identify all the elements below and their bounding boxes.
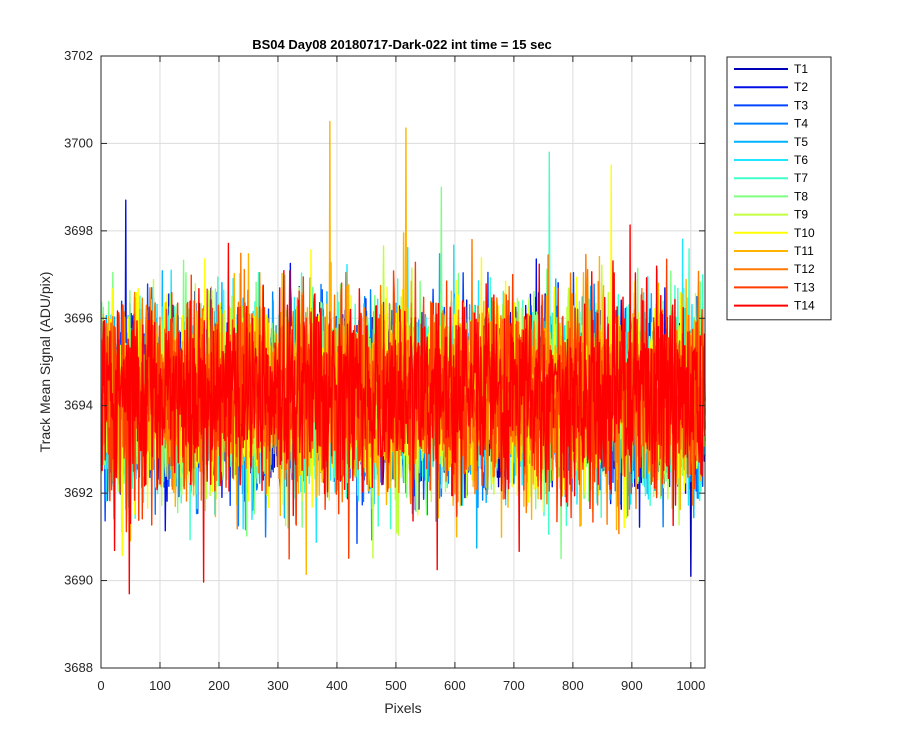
x-tick-label: 600: [444, 678, 466, 693]
legend-label-t10: T10: [794, 226, 815, 240]
legend-label-t3: T3: [794, 98, 808, 112]
y-tick-label: 3700: [64, 135, 93, 150]
x-tick-label: 500: [385, 678, 407, 693]
legend-label-t14: T14: [794, 299, 815, 313]
x-tick-label: 300: [267, 678, 289, 693]
y-tick-label: 3696: [64, 310, 93, 325]
y-tick-label: 3698: [64, 223, 93, 238]
x-tick-label: 1000: [676, 678, 705, 693]
legend-label-t9: T9: [794, 208, 808, 222]
legend-label-t6: T6: [794, 153, 808, 167]
legend: T1 T2 T3 T4 T5 T6 T7 T8 T9 T10 T11 T12 T13 T14: [726, 56, 832, 321]
x-axis-label: Pixels: [384, 700, 421, 716]
y-tick-label: 3688: [64, 660, 93, 675]
legend-box: [726, 56, 832, 321]
y-tick-label: 3690: [64, 573, 93, 588]
x-tick-label: 700: [503, 678, 525, 693]
x-tick-label: 0: [97, 678, 104, 693]
y-axis-label: Track Mean Signal (ADU/pix): [37, 272, 53, 453]
legend-label-t2: T2: [794, 80, 808, 94]
x-tick-label: 100: [149, 678, 171, 693]
plot-frame: [100, 55, 706, 669]
legend-label-t4: T4: [794, 117, 808, 131]
legend-label-t13: T13: [794, 280, 815, 294]
x-tick-label: 400: [326, 678, 348, 693]
series-line-t14: [100, 224, 706, 595]
legend-label-t1: T1: [794, 62, 808, 76]
x-tick-label: 200: [208, 678, 230, 693]
axes: 0 100 200 300 400 500 600 700 800 900 1000 3688 3690…: [64, 48, 705, 693]
y-tick-label: 3694: [64, 398, 93, 413]
legend-label-t5: T5: [794, 135, 808, 149]
y-tick-label: 3702: [64, 48, 93, 63]
x-tick-label: 800: [562, 678, 584, 693]
legend-label-t11: T11: [794, 244, 814, 258]
y-tick-label: 3692: [64, 485, 93, 500]
series-layer: [100, 120, 706, 595]
legend-label-t7: T7: [794, 171, 808, 185]
legend-label-t8: T8: [794, 189, 808, 203]
x-tick-label: 900: [621, 678, 643, 693]
legend-label-t12: T12: [794, 262, 815, 276]
chart-title: BS04 Day08 20180717-Dark-022 int time = …: [252, 37, 552, 52]
